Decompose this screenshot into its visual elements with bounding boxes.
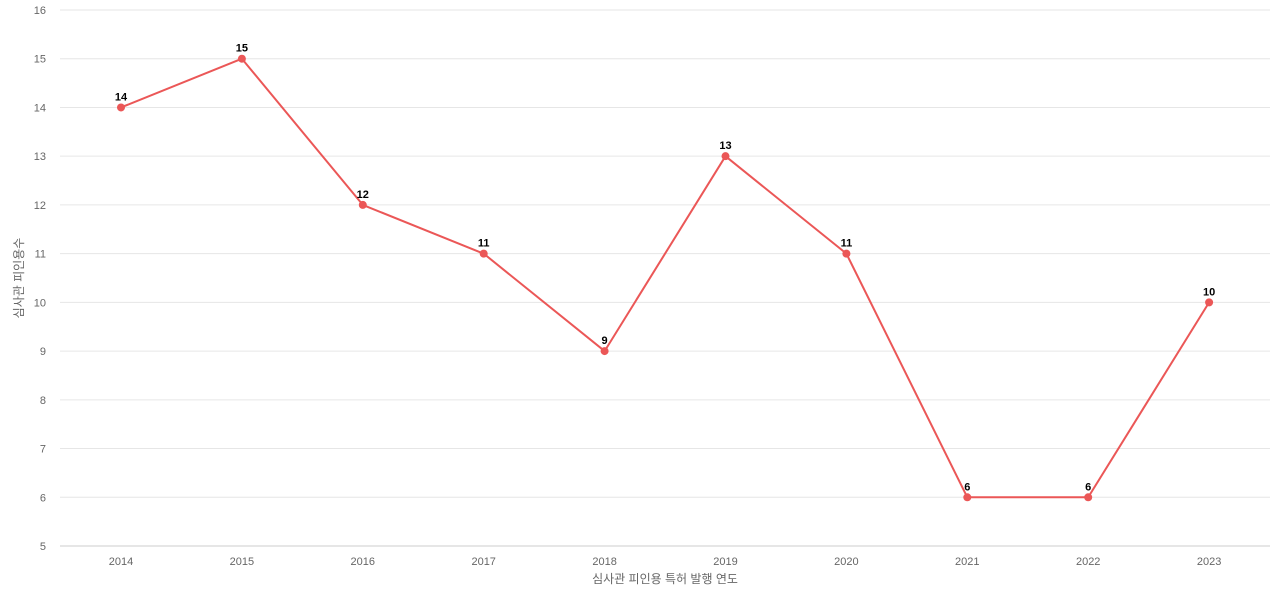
y-tick-label: 14 — [34, 102, 46, 114]
x-tick-label: 2014 — [109, 556, 133, 568]
x-tick-label: 2015 — [230, 556, 254, 568]
y-tick-label: 11 — [35, 249, 46, 261]
x-tick-label: 2018 — [592, 556, 616, 568]
data-point[interactable] — [842, 249, 851, 258]
x-axis-ticks: 2014 2015 2016 2017 2018 2019 2020 2021 2022 2023 — [109, 556, 1222, 568]
data-point[interactable] — [600, 347, 609, 356]
x-axis-title: 심사관 피인용 특허 발행 연도 — [592, 571, 738, 586]
y-tick-label: 12 — [34, 200, 46, 212]
y-tick-label: 8 — [40, 395, 46, 407]
data-label: 14 — [115, 91, 128, 103]
y-axis-title: 심사관 피인용수 — [12, 238, 26, 319]
x-tick-label: 2022 — [1076, 556, 1100, 568]
data-point[interactable] — [358, 200, 367, 209]
data-label: 11 — [478, 238, 490, 250]
y-axis-ticks: 5 6 7 8 9 10 11 12 13 14 15 16 — [34, 5, 46, 553]
data-labels: 14 15 12 11 9 13 11 6 6 10 — [115, 43, 1215, 494]
data-point[interactable] — [117, 103, 125, 112]
x-tick-label: 2016 — [351, 556, 375, 568]
data-point[interactable] — [479, 249, 488, 258]
series-line — [120, 57, 1210, 499]
y-tick-label: 10 — [34, 297, 46, 309]
data-label: 12 — [357, 189, 369, 201]
x-tick-label: 2023 — [1197, 556, 1221, 568]
y-tick-label: 15 — [34, 54, 46, 66]
y-tick-label: 9 — [40, 346, 46, 358]
data-point[interactable] — [721, 152, 730, 161]
y-tick-label: 16 — [34, 5, 46, 17]
data-point[interactable] — [963, 493, 972, 502]
data-label: 11 — [841, 238, 853, 250]
data-label: 6 — [964, 481, 970, 493]
x-tick-label: 2017 — [471, 556, 495, 568]
data-label: 15 — [236, 43, 248, 55]
data-label: 6 — [1085, 481, 1091, 493]
series-group — [117, 54, 1214, 502]
data-point[interactable] — [1205, 298, 1214, 307]
data-label: 10 — [1203, 286, 1215, 298]
x-tick-label: 2020 — [834, 556, 858, 568]
data-point[interactable] — [237, 54, 246, 63]
x-tick-label: 2019 — [713, 556, 737, 568]
data-point[interactable] — [1084, 493, 1093, 502]
y-tick-label: 5 — [40, 541, 46, 553]
y-tick-label: 6 — [40, 492, 46, 504]
y-tick-label: 13 — [34, 151, 46, 163]
gridlines — [60, 9, 1270, 547]
x-tick-label: 2021 — [955, 556, 979, 568]
data-label: 9 — [602, 335, 608, 347]
data-label: 13 — [719, 140, 731, 152]
y-tick-label: 7 — [40, 444, 46, 456]
